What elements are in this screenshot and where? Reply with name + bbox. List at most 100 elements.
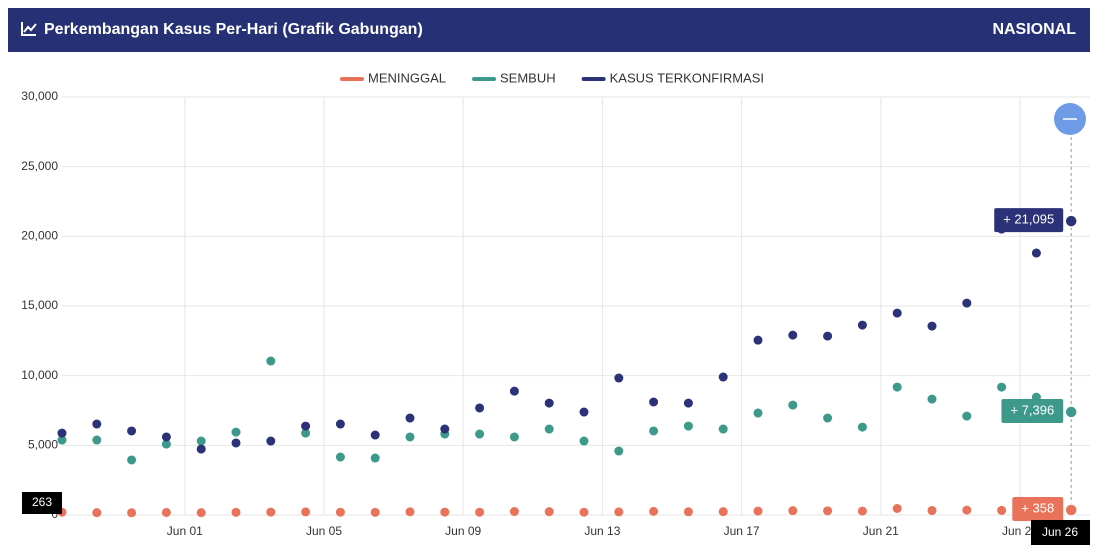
x-tick-label: Jun 21 [863, 524, 899, 538]
data-point [927, 394, 937, 404]
data-point [475, 403, 485, 413]
y-crosshair-label: 263 [22, 492, 62, 514]
data-point [614, 373, 624, 383]
data-point [892, 503, 902, 513]
data-point [509, 507, 519, 517]
data-point [405, 432, 415, 442]
data-point [857, 320, 867, 330]
header-region: NASIONAL [992, 21, 1076, 38]
data-point [892, 382, 902, 392]
tooltip: + 21,095 [994, 208, 1064, 233]
data-point [1064, 503, 1078, 517]
data-point [301, 507, 311, 517]
y-tick-label: 25,000 [21, 159, 58, 173]
legend-label: SEMBUH [500, 70, 556, 85]
data-point [92, 508, 102, 518]
data-point [266, 356, 276, 366]
data-point [927, 506, 937, 516]
data-point [962, 298, 972, 308]
data-point [579, 407, 589, 417]
tooltip: + 358 [1012, 497, 1064, 522]
data-point [370, 430, 380, 440]
data-point [440, 424, 450, 434]
data-point [1031, 248, 1041, 258]
data-point [161, 439, 171, 449]
data-point [370, 507, 380, 517]
data-point [544, 507, 554, 517]
data-point [335, 419, 345, 429]
data-point [579, 436, 589, 446]
data-point [405, 413, 415, 423]
x-tick-label: Jun 01 [167, 524, 203, 538]
data-point [753, 335, 763, 345]
legend-label: KASUS TERKONFIRMASI [610, 70, 764, 85]
data-point [718, 424, 728, 434]
data-point [927, 321, 937, 331]
y-crosshair-text: 263 [32, 495, 52, 509]
data-point [683, 507, 693, 517]
data-point [788, 506, 798, 516]
tooltip-label: + 21,095 [1003, 212, 1054, 227]
data-point [231, 427, 241, 437]
data-point [683, 398, 693, 408]
legend-label: MENINGGAL [368, 70, 446, 85]
data-point [823, 331, 833, 341]
data-point [823, 506, 833, 516]
data-point [335, 507, 345, 517]
data-point [127, 426, 137, 436]
data-point [266, 507, 276, 517]
data-point [788, 400, 798, 410]
data-point [196, 508, 206, 518]
x-crosshair-text: Jun 26 [1042, 525, 1078, 539]
plot: 0 5,000 10,000 15,000 20,000 25,000 30,000 Jun … [21, 70, 1090, 545]
data-point [161, 432, 171, 442]
data-point [649, 426, 659, 436]
x-tick-label: Jun 05 [306, 524, 342, 538]
data-point [1064, 214, 1078, 228]
y-tick-label: 10,000 [21, 368, 58, 382]
data-point [92, 435, 102, 445]
data-point [231, 438, 241, 448]
x-crosshair-label: Jun 26 [1031, 520, 1090, 545]
data-point [266, 436, 276, 446]
data-point [231, 507, 241, 517]
data-point [753, 506, 763, 516]
data-point [405, 507, 415, 517]
x-crosshair-box [1031, 520, 1090, 545]
data-point [57, 428, 67, 438]
data-point [475, 429, 485, 439]
data-point [301, 428, 311, 438]
y-tick-label: 15,000 [21, 298, 58, 312]
data-point [509, 386, 519, 396]
data-point [718, 372, 728, 382]
x-tick-label: Jun 09 [445, 524, 481, 538]
data-point [683, 421, 693, 431]
data-point [718, 507, 728, 517]
tooltip-label: + 358 [1021, 500, 1054, 515]
data-point [962, 411, 972, 421]
data-point [161, 507, 171, 517]
x-tick-label: Jun 13 [584, 524, 620, 538]
data-point [579, 507, 589, 517]
data-point [1064, 405, 1078, 419]
data-point [196, 444, 206, 454]
data-point [335, 452, 345, 462]
data-point [649, 397, 659, 407]
data-point [127, 508, 137, 518]
data-point [475, 507, 485, 517]
header-title: Perkembangan Kasus Per-Hari (Grafik Gabu… [44, 21, 423, 38]
y-tick-label: 5,000 [28, 438, 58, 452]
y-tick-label: 20,000 [21, 229, 58, 243]
tooltip: + 7,396 [1001, 398, 1064, 423]
data-point [92, 419, 102, 429]
data-point [857, 422, 867, 432]
x-tick-label: Jun 17 [724, 524, 760, 538]
data-point [440, 507, 450, 517]
data-point [614, 446, 624, 456]
data-point [370, 453, 380, 463]
x-tick-label: Jun 25 [1002, 524, 1038, 538]
data-point [962, 505, 972, 515]
data-point [857, 506, 867, 516]
data-point [127, 455, 137, 465]
